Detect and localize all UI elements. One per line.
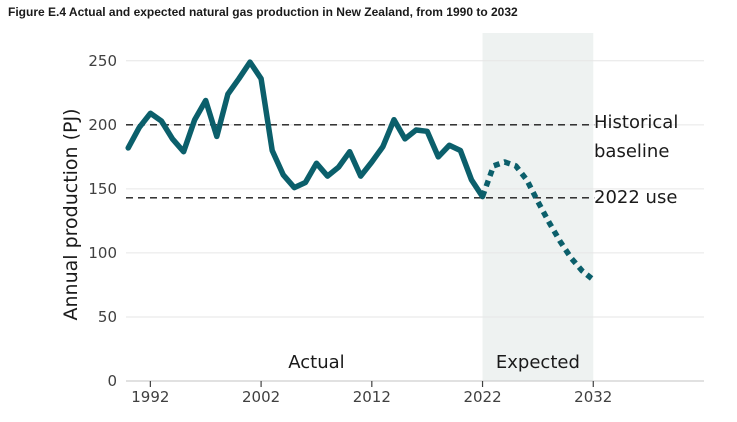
- region-label: Expected: [496, 352, 580, 373]
- actual-production-line: [125, 59, 486, 200]
- reference-line-label: 2022 use: [594, 187, 677, 208]
- x-tick-label: 2012: [353, 388, 391, 406]
- y-axis-label: Annual production (PJ): [60, 108, 82, 320]
- expected-production-line: [479, 159, 596, 282]
- y-tick-label: 50: [98, 308, 117, 326]
- y-tick-label: 200: [88, 116, 117, 134]
- x-tick-label: 1992: [131, 388, 169, 406]
- y-tick-label: 100: [88, 244, 117, 262]
- y-tick-label: 150: [88, 180, 117, 198]
- reference-line-label: Historical: [594, 112, 678, 133]
- y-tick-label: 0: [107, 372, 117, 390]
- y-tick-label: 250: [88, 52, 117, 70]
- figure-title: Figure E.4 Actual and expected natural g…: [8, 5, 518, 19]
- x-tick-label: 2032: [574, 388, 612, 406]
- x-tick-label: 2022: [463, 388, 501, 406]
- region-label: Actual: [288, 352, 344, 373]
- x-tick-label: 2002: [242, 388, 280, 406]
- reference-line-label: baseline: [594, 141, 669, 162]
